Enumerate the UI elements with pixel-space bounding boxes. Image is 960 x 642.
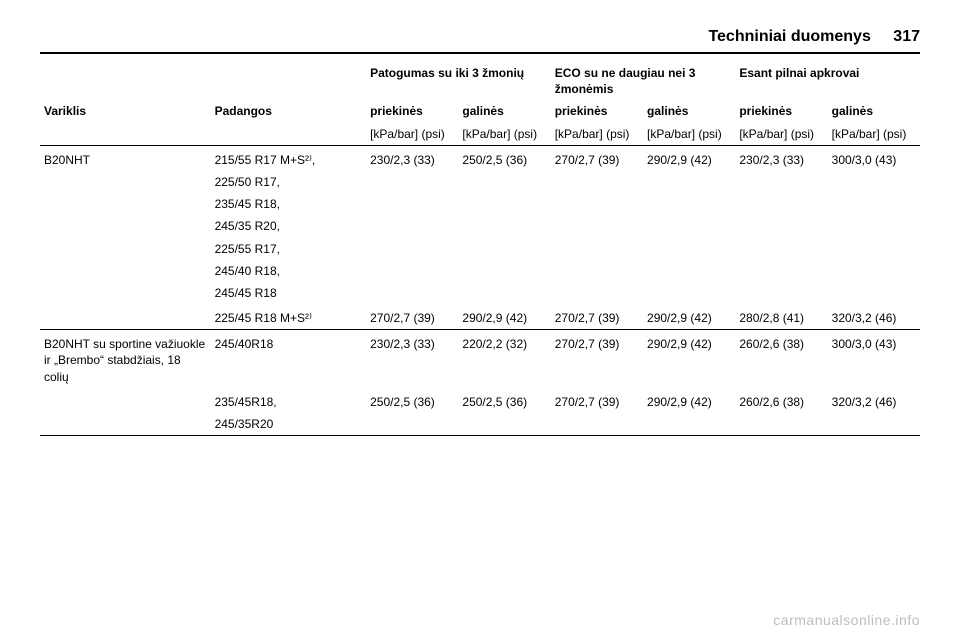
watermark: carmanualsonline.info bbox=[773, 612, 920, 628]
col-eco-rear: galinės bbox=[643, 100, 735, 122]
value-cell: 290/2,9 (42) bbox=[643, 388, 735, 436]
tyre-cell: 235/45 R18, bbox=[211, 193, 367, 215]
tyre-cell: 215/55 R17 M+S²⁾, bbox=[211, 146, 367, 171]
engine-cell: B20NHT su sportine važiuokle ir „Brembo“… bbox=[40, 330, 211, 388]
unit-cell: [kPa/bar] (psi) bbox=[551, 123, 643, 146]
unit-cell: [kPa/bar] (psi) bbox=[828, 123, 920, 146]
table-row: B20NHT su sportine važiuokle ir „Brembo“… bbox=[40, 330, 920, 388]
value-cell: 290/2,9 (42) bbox=[458, 304, 550, 330]
unit-cell: [kPa/bar] (psi) bbox=[735, 123, 827, 146]
page-number: 317 bbox=[893, 28, 920, 45]
value-cell: 290/2,9 (42) bbox=[643, 146, 735, 304]
tyre-cell: 245/35 R20, bbox=[211, 215, 367, 237]
value-cell: 290/2,9 (42) bbox=[643, 304, 735, 330]
value-cell: 270/2,7 (39) bbox=[551, 330, 643, 388]
col-full-front: priekinės bbox=[735, 100, 827, 122]
page-header: Techniniai duomenys 317 bbox=[40, 28, 920, 46]
value-cell: 270/2,7 (39) bbox=[551, 388, 643, 436]
section-title: Techniniai duomenys bbox=[708, 28, 870, 45]
col-eco-front: priekinės bbox=[551, 100, 643, 122]
value-cell: 230/2,3 (33) bbox=[366, 146, 458, 304]
engine-cell bbox=[40, 304, 211, 330]
value-cell: 230/2,3 (33) bbox=[366, 330, 458, 388]
value-cell: 300/3,0 (43) bbox=[828, 330, 920, 388]
group-header-row: Patogumas su iki 3 žmonių ECO su ne daug… bbox=[40, 62, 920, 100]
tyre-cell: 225/45 R18 M+S²⁾ bbox=[211, 304, 367, 330]
unit-cell: [kPa/bar] (psi) bbox=[458, 123, 550, 146]
value-cell: 270/2,7 (39) bbox=[551, 146, 643, 304]
value-cell: 250/2,5 (36) bbox=[366, 388, 458, 436]
table-row: 225/45 R18 M+S²⁾270/2,7 (39)290/2,9 (42)… bbox=[40, 304, 920, 330]
col-comfort-rear: galinės bbox=[458, 100, 550, 122]
col-group-comfort: Patogumas su iki 3 žmonių bbox=[366, 62, 551, 100]
engine-cell: B20NHT bbox=[40, 146, 211, 304]
value-cell: 250/2,5 (36) bbox=[458, 388, 550, 436]
tyre-cell: 245/35R20 bbox=[211, 413, 367, 436]
table-row: 235/45R18,250/2,5 (36)250/2,5 (36)270/2,… bbox=[40, 388, 920, 413]
col-comfort-front: priekinės bbox=[366, 100, 458, 122]
value-cell: 260/2,6 (38) bbox=[735, 388, 827, 436]
col-group-full: Esant pilnai apkrovai bbox=[735, 62, 920, 100]
value-cell: 270/2,7 (39) bbox=[366, 304, 458, 330]
table-row: B20NHT215/55 R17 M+S²⁾,230/2,3 (33)250/2… bbox=[40, 146, 920, 171]
tyre-cell: 225/50 R17, bbox=[211, 171, 367, 193]
sub-header-row: Variklis Padangos priekinės galinės prie… bbox=[40, 100, 920, 122]
tyre-cell: 245/45 R18 bbox=[211, 282, 367, 304]
tyre-cell: 245/40R18 bbox=[211, 330, 367, 388]
unit-row: [kPa/bar] (psi) [kPa/bar] (psi) [kPa/bar… bbox=[40, 123, 920, 146]
value-cell: 230/2,3 (33) bbox=[735, 146, 827, 304]
pressure-table: Patogumas su iki 3 žmonių ECO su ne daug… bbox=[40, 62, 920, 436]
unit-cell: [kPa/bar] (psi) bbox=[366, 123, 458, 146]
tyre-cell: 245/40 R18, bbox=[211, 260, 367, 282]
engine-cell bbox=[40, 388, 211, 436]
value-cell: 280/2,8 (41) bbox=[735, 304, 827, 330]
top-rule bbox=[40, 52, 920, 54]
value-cell: 220/2,2 (32) bbox=[458, 330, 550, 388]
value-cell: 290/2,9 (42) bbox=[643, 330, 735, 388]
col-tyres: Padangos bbox=[211, 100, 367, 122]
value-cell: 250/2,5 (36) bbox=[458, 146, 550, 304]
tyre-cell: 235/45R18, bbox=[211, 388, 367, 413]
value-cell: 270/2,7 (39) bbox=[551, 304, 643, 330]
value-cell: 320/3,2 (46) bbox=[828, 304, 920, 330]
col-full-rear: galinės bbox=[828, 100, 920, 122]
value-cell: 320/3,2 (46) bbox=[828, 388, 920, 436]
col-engine: Variklis bbox=[40, 100, 211, 122]
tyre-cell: 225/55 R17, bbox=[211, 238, 367, 260]
value-cell: 260/2,6 (38) bbox=[735, 330, 827, 388]
value-cell: 300/3,0 (43) bbox=[828, 146, 920, 304]
col-group-eco: ECO su ne daugiau nei 3 žmonėmis bbox=[551, 62, 736, 100]
unit-cell: [kPa/bar] (psi) bbox=[643, 123, 735, 146]
